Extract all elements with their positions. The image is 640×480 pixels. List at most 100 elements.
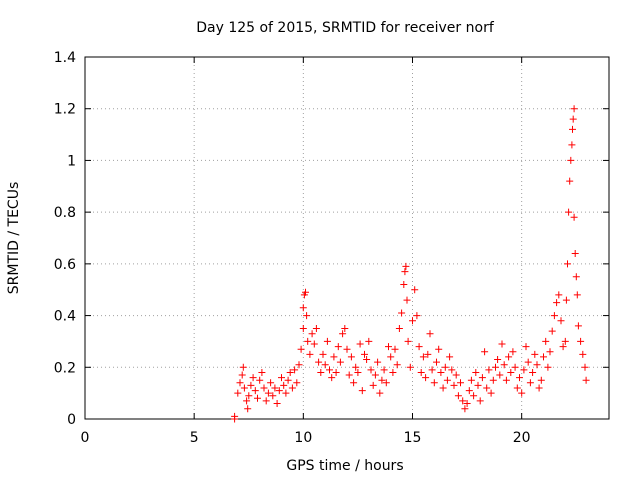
data-point bbox=[419, 353, 427, 361]
data-point bbox=[555, 291, 563, 299]
data-point bbox=[498, 340, 506, 348]
y-tick-label: 1 bbox=[67, 153, 76, 169]
data-point bbox=[571, 250, 579, 257]
data-point bbox=[343, 345, 351, 353]
data-point bbox=[581, 363, 589, 371]
data-point bbox=[404, 337, 412, 345]
data-point bbox=[511, 363, 519, 371]
data-point bbox=[354, 369, 362, 376]
axis-ticks: 0 0.2 0.4 0.6 0.8 1 1.2 1.4 0 5 10 15 20 bbox=[54, 50, 609, 446]
data-point bbox=[573, 291, 581, 299]
data-point bbox=[389, 369, 397, 376]
data-point bbox=[328, 374, 336, 382]
data-point bbox=[271, 384, 279, 392]
data-point bbox=[567, 156, 575, 164]
data-point bbox=[326, 366, 333, 374]
data-point bbox=[577, 337, 585, 345]
data-point bbox=[472, 369, 480, 376]
data-point bbox=[347, 353, 355, 361]
data-point bbox=[522, 343, 530, 351]
data-point bbox=[478, 374, 486, 382]
data-point bbox=[435, 345, 443, 353]
data-point bbox=[535, 384, 543, 392]
chart-title: Day 125 of 2015, SRMTID for receiver nor… bbox=[196, 20, 495, 36]
data-point bbox=[500, 361, 508, 369]
data-point bbox=[507, 369, 515, 376]
data-point bbox=[387, 353, 395, 361]
data-point bbox=[489, 376, 497, 384]
data-point bbox=[240, 384, 248, 392]
data-point bbox=[303, 312, 311, 320]
x-axis-label: GPS time / hours bbox=[286, 458, 403, 474]
x-tick-label: 0 bbox=[81, 430, 90, 446]
data-point bbox=[448, 366, 456, 374]
data-point bbox=[247, 381, 255, 389]
data-point bbox=[569, 115, 577, 123]
data-point bbox=[518, 389, 526, 397]
data-point bbox=[273, 400, 281, 407]
data-point bbox=[385, 343, 392, 351]
data-point bbox=[564, 260, 571, 268]
data-point bbox=[505, 353, 513, 361]
data-point bbox=[465, 387, 473, 395]
data-point bbox=[231, 412, 239, 420]
data-point bbox=[293, 379, 301, 387]
data-point bbox=[548, 327, 556, 335]
data-point bbox=[350, 379, 358, 387]
data-point bbox=[367, 366, 375, 374]
data-point bbox=[446, 353, 454, 361]
data-point bbox=[562, 296, 570, 304]
data-point bbox=[559, 343, 567, 351]
data-point bbox=[380, 366, 388, 374]
x-tick-label: 10 bbox=[294, 430, 312, 446]
data-point bbox=[413, 312, 421, 320]
data-point bbox=[402, 262, 410, 270]
data-point bbox=[345, 371, 353, 379]
y-tick-label: 0 bbox=[67, 412, 76, 428]
data-point bbox=[437, 369, 445, 376]
data-point bbox=[461, 405, 469, 413]
data-point bbox=[428, 366, 436, 374]
data-point bbox=[470, 392, 478, 400]
data-point bbox=[537, 376, 545, 384]
data-point bbox=[569, 125, 576, 133]
data-point bbox=[306, 350, 314, 358]
data-point bbox=[302, 288, 309, 296]
data-point bbox=[422, 374, 430, 382]
plot-frame bbox=[84, 56, 610, 420]
data-point bbox=[550, 312, 558, 320]
data-point bbox=[400, 281, 408, 288]
data-point bbox=[415, 343, 423, 351]
data-point bbox=[557, 317, 565, 325]
data-point bbox=[336, 358, 344, 366]
data-point bbox=[492, 363, 499, 371]
data-point bbox=[520, 366, 528, 374]
data-point bbox=[570, 213, 578, 221]
data-point bbox=[474, 381, 482, 389]
data-point bbox=[452, 371, 460, 379]
data-point bbox=[533, 361, 541, 369]
data-point bbox=[513, 384, 521, 392]
y-tick-label: 1.2 bbox=[54, 102, 76, 118]
data-point bbox=[282, 389, 290, 397]
data-point bbox=[321, 361, 329, 369]
data-point bbox=[317, 369, 325, 376]
data-point bbox=[467, 376, 475, 384]
data-point bbox=[403, 296, 411, 304]
data-point bbox=[568, 141, 576, 149]
data-point bbox=[378, 376, 386, 384]
data-point bbox=[409, 317, 416, 325]
data-point bbox=[264, 389, 272, 397]
data-point bbox=[369, 381, 377, 389]
data-point bbox=[286, 369, 294, 376]
data-point bbox=[374, 358, 382, 366]
data-point bbox=[524, 358, 532, 366]
data-point bbox=[339, 330, 347, 338]
grid-lines bbox=[85, 57, 609, 419]
y-tick-label: 0.4 bbox=[54, 309, 76, 325]
data-point bbox=[454, 392, 462, 400]
data-point bbox=[424, 350, 432, 358]
data-point bbox=[572, 273, 580, 281]
x-tick-label: 15 bbox=[404, 430, 422, 446]
